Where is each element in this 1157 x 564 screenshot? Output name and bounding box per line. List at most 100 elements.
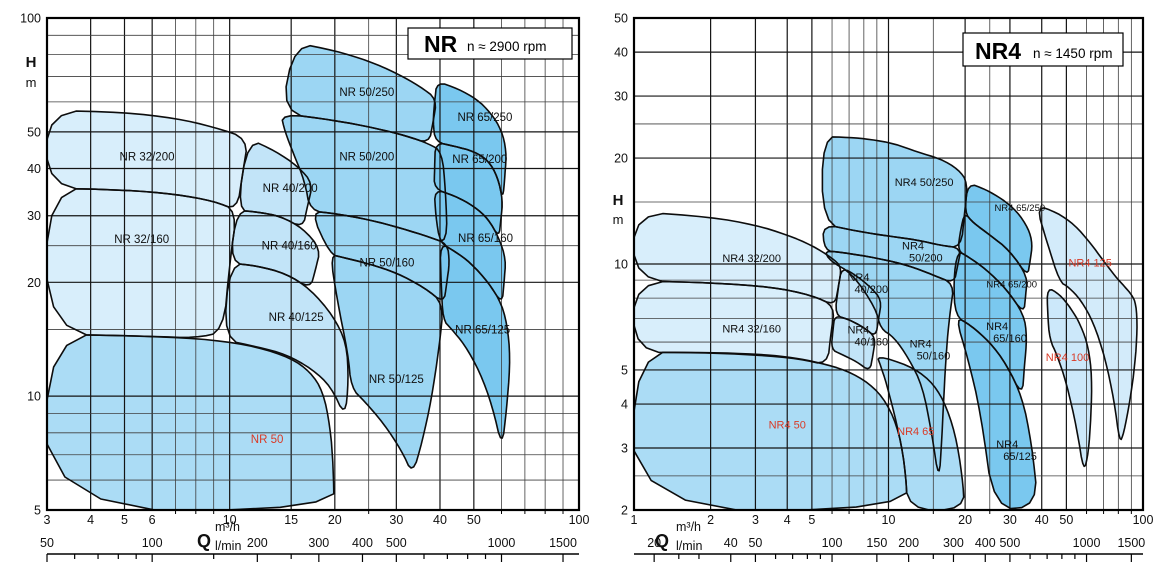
region-nr-40-125 bbox=[225, 264, 348, 410]
region-label-nr-40-125: NR 40/125 bbox=[269, 312, 324, 324]
x-tick-label-m3h: 10 bbox=[882, 513, 896, 527]
region-label-nr4-40-160: NR4 40/160 bbox=[847, 324, 888, 348]
region-label-nr4-65: NR4 65 bbox=[897, 426, 934, 438]
x-tick-label-lmin: 50 bbox=[40, 536, 54, 550]
y-tick-label: 10 bbox=[27, 390, 41, 404]
region-nr-65-200 bbox=[434, 143, 503, 234]
region-nr-65-160 bbox=[434, 191, 506, 299]
region-label-nr4-40-200: NR4 40/200 bbox=[847, 272, 888, 296]
x-tick-label-lmin: 400 bbox=[975, 536, 996, 550]
region-label-nr-50-160: NR 50/160 bbox=[359, 257, 414, 269]
region-label-nr-50-200: NR 50/200 bbox=[339, 152, 394, 164]
region-label-nr-32-160: NR 32/160 bbox=[114, 234, 169, 246]
x-tick-label-lmin: 20 bbox=[647, 536, 661, 550]
region-fills-nr4 bbox=[634, 136, 1137, 510]
y-tick-label: 40 bbox=[614, 46, 628, 60]
region-nr-50 bbox=[47, 334, 334, 510]
x-tick-label-m3h: 100 bbox=[569, 513, 590, 527]
region-outline-nr4-65 bbox=[877, 357, 965, 510]
x-axis-unit-m3h: m³/h bbox=[676, 520, 701, 534]
region-label-nr4-65-250: NR4 65/250 bbox=[994, 203, 1045, 214]
region-fills-nr bbox=[47, 45, 510, 510]
y-tick-label: 50 bbox=[27, 125, 41, 139]
x-tick-label-m3h: 4 bbox=[87, 513, 94, 527]
region-nr4-100 bbox=[1047, 289, 1092, 467]
x-tick-label-m3h: 5 bbox=[121, 513, 128, 527]
region-label-nr-50: NR 50 bbox=[251, 434, 284, 446]
region-label-nr4-65-125: NR4 65/125 bbox=[996, 439, 1037, 463]
x-tick-label-m3h: 3 bbox=[44, 513, 51, 527]
region-nr4-125 bbox=[1039, 207, 1137, 440]
x-tick-label-m3h: 10 bbox=[223, 513, 237, 527]
region-nr4-50-200 bbox=[823, 226, 960, 281]
region-nr4-65-160 bbox=[954, 253, 1027, 389]
region-label-nr4-65-160: NR4 65/160 bbox=[986, 321, 1027, 345]
y-axis-title: H bbox=[613, 192, 624, 209]
y-tick-label: 30 bbox=[27, 209, 41, 223]
x-axis-title-q: Q bbox=[197, 531, 211, 551]
title-box-nr bbox=[407, 27, 573, 60]
x-tick-label-lmin: 400 bbox=[352, 536, 373, 550]
region-label-nr4-50: NR4 50 bbox=[769, 419, 806, 431]
x-tick-label-m3h: 20 bbox=[958, 513, 972, 527]
region-label-nr4-32-160: NR4 32/160 bbox=[722, 324, 781, 336]
x-tick-label-m3h: 15 bbox=[284, 513, 298, 527]
chart-title-nr4: NR4 bbox=[975, 38, 1021, 64]
chart-nr: NR n ≈ 2900 rpm NR 50 NR 32/200 NR 32/160 NR … bbox=[20, 12, 590, 562]
region-outline-nr-40-200 bbox=[239, 142, 312, 226]
region-label-nr-40-200: NR 40/200 bbox=[263, 183, 318, 195]
region-label-nr-50-125: NR 50/125 bbox=[369, 374, 424, 386]
region-label-nr-65-200: NR 65/200 bbox=[452, 154, 507, 166]
region-label-nr-65-125: NR 65/125 bbox=[455, 325, 510, 337]
region-label-nr4-125: NR4 125 bbox=[1068, 257, 1111, 269]
region-nr-32-160 bbox=[47, 188, 235, 338]
x-tick-label-lmin: 1000 bbox=[488, 536, 516, 550]
region-label-nr-40-160: NR 40/160 bbox=[262, 241, 317, 253]
region-nr4-50-160 bbox=[826, 251, 953, 471]
region-nr-50-160 bbox=[315, 211, 449, 300]
chart-title-nr: NR bbox=[424, 31, 458, 57]
x-tick-label-m3h: 40 bbox=[1035, 513, 1049, 527]
y-tick-label: 5 bbox=[621, 363, 628, 377]
region-label-nr-50-250: NR 50/250 bbox=[339, 87, 394, 99]
x-tick-label-m3h: 5 bbox=[808, 513, 815, 527]
chart-rpm-note-nr: n ≈ 2900 rpm bbox=[467, 39, 546, 54]
y-tick-label: 10 bbox=[614, 258, 628, 272]
region-label-nr-32-200: NR 32/200 bbox=[120, 152, 175, 164]
x-tick-label-m3h: 30 bbox=[389, 513, 403, 527]
region-label-nr4-50-200: NR4 50/200 bbox=[902, 240, 943, 264]
region-outline-nr4-125 bbox=[1038, 207, 1138, 441]
y-tick-label: 4 bbox=[621, 398, 628, 412]
region-label-nr4-32-200: NR4 32/200 bbox=[722, 253, 781, 265]
x-tick-label-lmin: 200 bbox=[247, 536, 268, 550]
region-outline-nr4-65-160 bbox=[953, 252, 1028, 390]
region-label-nr4-50-250: NR4 50/250 bbox=[895, 177, 954, 189]
y-tick-label: 50 bbox=[614, 12, 628, 26]
x-tick-label-m3h: 20 bbox=[328, 513, 342, 527]
x-tick-label-lmin: 100 bbox=[822, 536, 843, 550]
x-tick-label-lmin: 40 bbox=[724, 536, 738, 550]
region-outline-nr4-50 bbox=[634, 351, 908, 510]
region-outline-nr4-50-160 bbox=[825, 250, 954, 472]
region-nr4-50 bbox=[634, 352, 907, 510]
chart-nr4: NR4 n ≈ 1450 rpm NR4 50 NR4 65 NR4 125 NR4 10… bbox=[613, 12, 1153, 562]
region-label-nr-65-250: NR 65/250 bbox=[457, 112, 512, 124]
x-tick-label-lmin: 300 bbox=[308, 536, 329, 550]
region-outline-nr-40-125 bbox=[225, 263, 349, 410]
x-tick-label-lmin: 1500 bbox=[1117, 536, 1145, 550]
x-tick-label-m3h: 3 bbox=[752, 513, 759, 527]
region-outline-nr4-100 bbox=[1046, 289, 1093, 468]
region-outline-nr-65-160 bbox=[434, 190, 506, 300]
y-tick-label: 30 bbox=[614, 90, 628, 104]
x-tick-label-m3h: 50 bbox=[467, 513, 481, 527]
region-outlines-nr bbox=[47, 44, 511, 510]
region-nr4-50-250 bbox=[822, 136, 967, 247]
y-tick-label: 40 bbox=[27, 162, 41, 176]
region-label-nr4-65-200: NR4 65/200 bbox=[986, 280, 1037, 291]
x-tick-label-lmin: 1500 bbox=[549, 536, 577, 550]
region-nr-40-160 bbox=[232, 210, 319, 285]
region-nr4-32-160 bbox=[634, 281, 834, 363]
region-nr-50-200 bbox=[282, 115, 447, 242]
region-outline-nr-65-125 bbox=[439, 245, 511, 439]
